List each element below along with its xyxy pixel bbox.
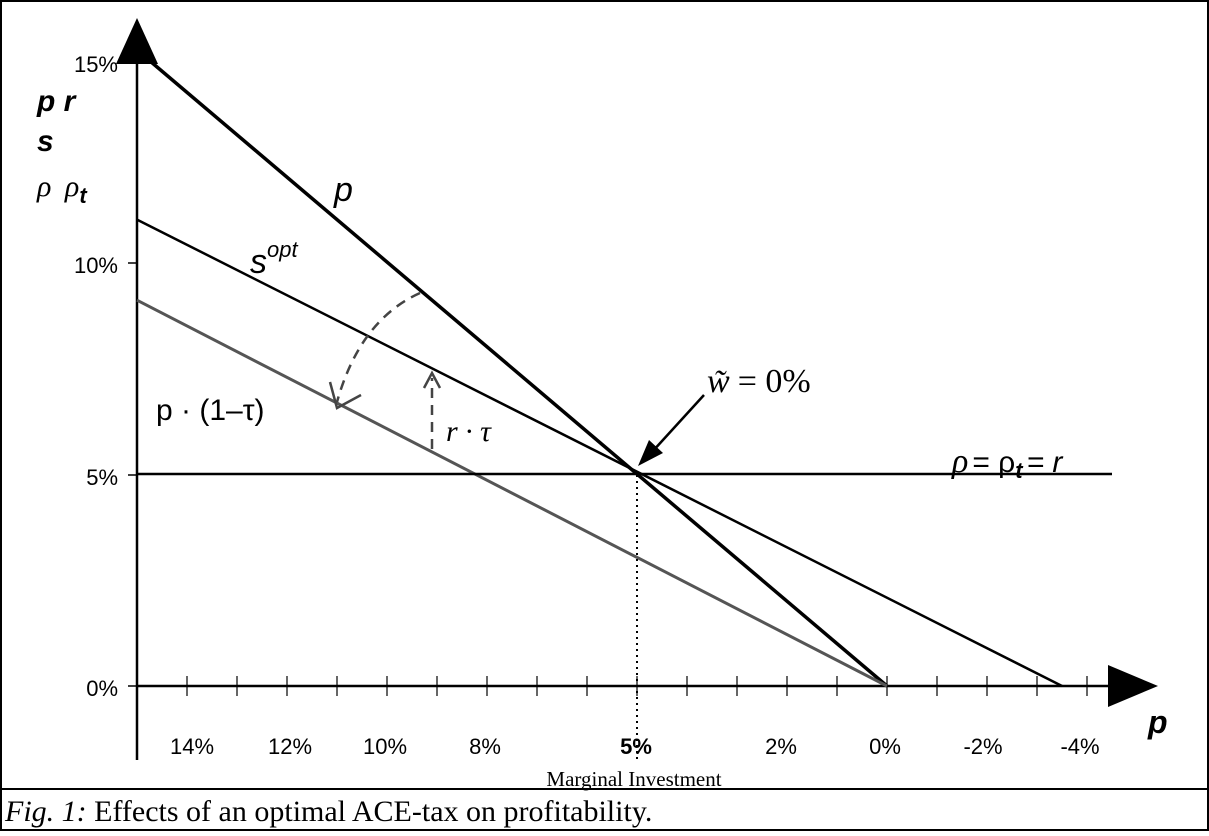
- annotation-r-tau: r · τ: [446, 415, 492, 448]
- series-line-1: [136, 218, 1063, 688]
- y-tick-label: 0%: [86, 676, 118, 701]
- y-tick-label: 10%: [74, 253, 118, 278]
- series-line-0: [135, 48, 889, 688]
- y-ticks: [128, 262, 137, 687]
- y-axis-symbols-line1: p r: [36, 85, 78, 118]
- series-label-rho: ρ = ρt = r: [951, 443, 1063, 483]
- x-axis: [137, 665, 1158, 707]
- y-axis-arrowhead: [116, 18, 158, 64]
- y-tick-label: 5%: [86, 465, 118, 490]
- x-tick-label: 8%: [469, 734, 501, 759]
- series-line-2: [136, 298, 888, 688]
- rotation-arrowhead: [328, 381, 362, 410]
- x-tick-label: -4%: [1060, 734, 1099, 759]
- x-tick-label: 2%: [765, 734, 797, 759]
- series-layer: [135, 48, 1112, 688]
- x-tick-label: 10%: [363, 734, 407, 759]
- x-tick-label: 0%: [869, 734, 901, 759]
- r-tau-arrowhead: [422, 370, 442, 389]
- y-axis-symbols-line2: s: [37, 125, 54, 158]
- y-tick-label: 15%: [74, 52, 118, 77]
- w-tilde-arrowhead: [638, 440, 663, 466]
- series-label-p: p: [333, 171, 353, 209]
- x-tick-label: 12%: [268, 734, 312, 759]
- x-axis-symbol: p: [1147, 704, 1168, 740]
- x-axis-caption: Marginal Investment: [546, 767, 721, 791]
- rotation-arc-arrow: [335, 291, 421, 403]
- y-axis-symbols-line3: ρ ρt: [36, 170, 88, 208]
- x-tick-label: 5%: [620, 734, 652, 759]
- w-tilde-arrow: [651, 394, 705, 453]
- x-tick-label: -2%: [963, 734, 1002, 759]
- x-tick-label: 14%: [170, 734, 214, 759]
- figure-caption: Fig. 1: Effects of an optimal ACE-tax on…: [4, 795, 652, 828]
- x-axis-arrowhead: [1108, 665, 1158, 707]
- y-axis: [116, 18, 158, 760]
- series-label-s-opt: sopt: [250, 237, 298, 281]
- series-label-p-1-tau: p · (1–τ): [156, 394, 265, 427]
- annotation-w-tilde: w̃ = 0%: [707, 363, 811, 400]
